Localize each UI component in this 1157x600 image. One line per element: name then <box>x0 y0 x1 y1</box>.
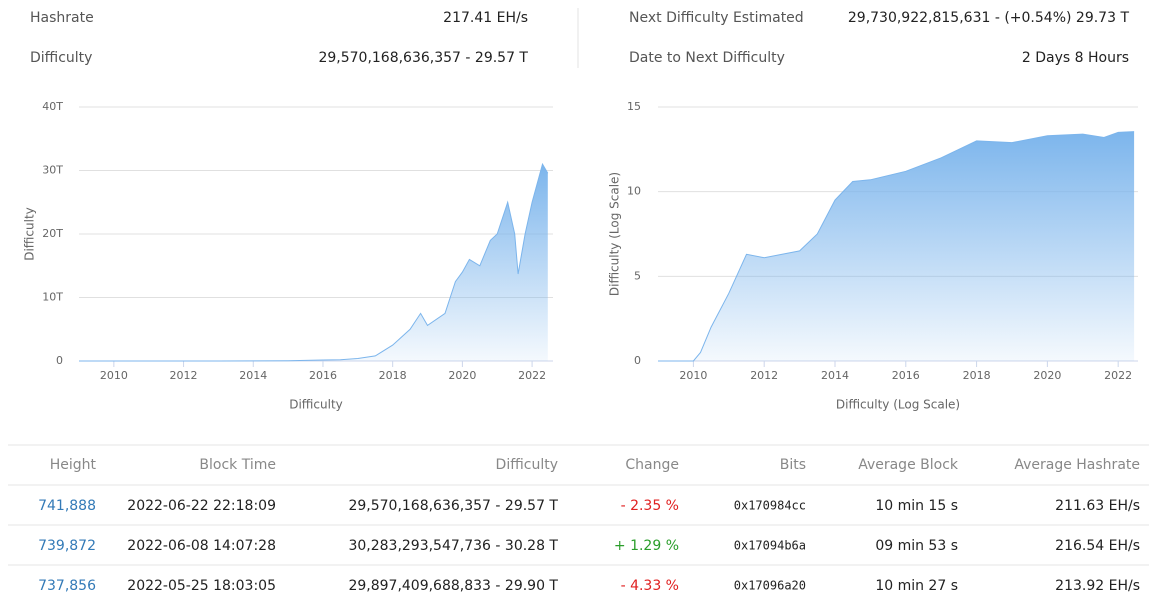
x-tick-label: 2016 <box>309 369 337 382</box>
stat-value: 29,730,922,815,631 - (+0.54%) 29.73 T <box>848 10 1130 26</box>
area-line <box>79 162 549 362</box>
y-tick-label: 5 <box>634 269 641 282</box>
table-cell: 30,283,293,547,736 - 30.28 T <box>348 538 558 554</box>
x-axis-title: Difficulty <box>289 398 343 412</box>
table-cell: 216.54 EH/s <box>1055 538 1140 554</box>
table-header: Block Time <box>199 457 276 473</box>
table-header: Height <box>50 457 97 473</box>
block-link[interactable]: 737,856 <box>38 578 96 594</box>
x-tick-label: 2022 <box>518 369 546 382</box>
table-header: Difficulty <box>496 457 558 473</box>
y-tick-label: 10T <box>42 291 63 304</box>
x-tick-label: 2016 <box>892 369 920 382</box>
x-tick-label: 2010 <box>679 369 707 382</box>
table-cell: 10 min 15 s <box>875 498 958 514</box>
table-header: Average Block <box>858 457 959 473</box>
table-header: Average Hashrate <box>1014 457 1140 473</box>
table-cell: - 2.35 % <box>621 498 679 514</box>
table-cell: 0x17094b6a <box>734 539 806 553</box>
y-axis-title: Difficulty <box>23 207 37 261</box>
table-header: Bits <box>780 457 806 473</box>
table-cell: 2022-05-25 18:03:05 <box>127 578 276 594</box>
x-tick-label: 2010 <box>100 369 128 382</box>
block-link[interactable]: 739,872 <box>38 538 96 554</box>
x-tick-label: 2012 <box>170 369 198 382</box>
area <box>79 164 548 361</box>
y-tick-label: 0 <box>56 354 63 367</box>
table-cell: 2022-06-22 22:18:09 <box>127 498 276 514</box>
stat-value: 2 Days 8 Hours <box>1022 50 1129 66</box>
x-tick-label: 2012 <box>750 369 778 382</box>
table-cell: 29,897,409,688,833 - 29.90 T <box>348 578 558 594</box>
table-cell: 29,570,168,636,357 - 29.57 T <box>348 498 558 514</box>
x-tick-label: 2020 <box>448 369 476 382</box>
table-cell: 211.63 EH/s <box>1055 498 1140 514</box>
x-tick-label: 2018 <box>379 369 407 382</box>
y-tick-label: 0 <box>634 354 641 367</box>
stat-label: Date to Next Difficulty <box>629 50 785 66</box>
table-cell: 09 min 53 s <box>875 538 958 554</box>
table-cell: 213.92 EH/s <box>1055 578 1140 594</box>
stat-value: 29,570,168,636,357 - 29.57 T <box>318 50 528 66</box>
x-tick-label: 2020 <box>1033 369 1061 382</box>
y-tick-label: 10 <box>627 185 641 198</box>
stat-label: Difficulty <box>30 50 92 66</box>
table-cell: 0x17096a20 <box>734 579 806 593</box>
x-axis-title: Difficulty (Log Scale) <box>836 398 960 412</box>
table-cell: - 4.33 % <box>621 578 679 594</box>
block-link[interactable]: 741,888 <box>38 498 96 514</box>
table-cell: 2022-06-08 14:07:28 <box>127 538 276 554</box>
x-tick-label: 2014 <box>821 369 849 382</box>
x-tick-label: 2022 <box>1104 369 1132 382</box>
stat-value: 217.41 EH/s <box>443 10 528 26</box>
y-tick-label: 15 <box>627 100 641 113</box>
table-header: Change <box>625 457 679 473</box>
area-line <box>658 131 1135 362</box>
y-tick-label: 40T <box>42 100 63 113</box>
table-cell: 10 min 27 s <box>875 578 958 594</box>
table-cell: 0x170984cc <box>734 499 806 513</box>
area <box>658 131 1135 361</box>
stat-label: Hashrate <box>30 10 94 26</box>
y-tick-label: 30T <box>42 164 63 177</box>
y-axis-title: Difficulty (Log Scale) <box>608 172 622 296</box>
x-tick-label: 2014 <box>239 369 267 382</box>
table-cell: + 1.29 % <box>614 538 679 554</box>
y-tick-label: 20T <box>42 227 63 240</box>
stat-label: Next Difficulty Estimated <box>629 10 804 26</box>
x-tick-label: 2018 <box>963 369 991 382</box>
